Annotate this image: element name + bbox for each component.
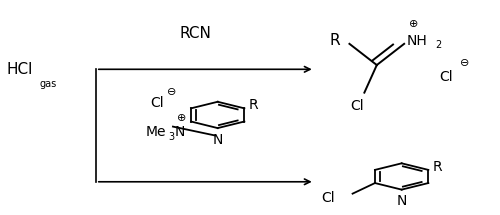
Text: RCN: RCN [180, 26, 211, 41]
Text: ⊕: ⊕ [410, 19, 419, 29]
Text: 3: 3 [168, 132, 174, 142]
Text: ⊕: ⊕ [177, 113, 186, 123]
Text: HCl: HCl [6, 62, 32, 77]
Text: ⊖: ⊖ [167, 87, 176, 97]
Text: R: R [432, 160, 442, 174]
Text: Cl: Cl [321, 191, 334, 205]
Text: N: N [212, 133, 223, 147]
Text: 2: 2 [436, 40, 442, 50]
Text: gas: gas [39, 79, 56, 89]
Text: ⊖: ⊖ [460, 58, 469, 68]
Text: Me: Me [146, 125, 166, 139]
Text: NH: NH [406, 34, 428, 48]
Text: Cl: Cl [350, 100, 364, 114]
Text: R: R [248, 98, 258, 112]
Text: N: N [396, 194, 407, 208]
Text: Cl: Cl [150, 96, 164, 110]
Text: R: R [329, 33, 340, 48]
Text: Cl: Cl [439, 70, 452, 84]
Text: N: N [174, 125, 185, 139]
